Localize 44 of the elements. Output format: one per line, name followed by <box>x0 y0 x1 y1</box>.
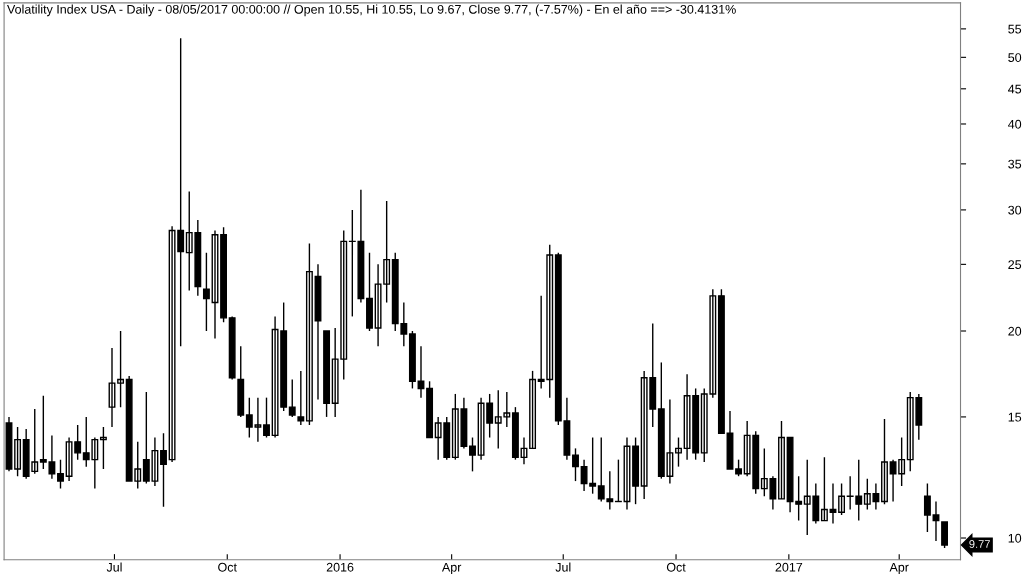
chart-title: Volatility Index USA - Daily - 08/05/2017 00:00:00 // Open 10.55, Hi 10.55, Lo 9.67, Close 9.77, (-7.57%) - En el año ==> -30.4131% <box>7 4 736 17</box>
x-tick-label: Apr <box>441 562 462 575</box>
y-tick-label: 30 <box>1008 205 1022 215</box>
y-tick-label: 20 <box>1008 326 1022 336</box>
candlestick <box>160 432 167 508</box>
candlestick <box>263 396 270 439</box>
candlestick <box>838 482 846 516</box>
candlestick <box>211 229 219 340</box>
candlestick <box>297 370 305 426</box>
y-tick-label: 40 <box>1008 119 1022 129</box>
y-tick-label: 10 <box>1008 533 1022 543</box>
candlestick <box>529 370 537 450</box>
y-tick-label: 50 <box>1008 53 1022 62</box>
x-tick-label: Oct <box>666 562 686 572</box>
x-tick-label: 2016 <box>326 562 354 572</box>
candlestick <box>117 330 125 408</box>
candlestick <box>520 436 528 465</box>
candlestick <box>675 436 682 468</box>
candlestick <box>108 347 116 428</box>
candlestick <box>778 420 785 500</box>
candlestick <box>469 436 476 473</box>
candlestick <box>572 447 579 482</box>
candlestick <box>57 458 64 490</box>
x-tick-label: Oct <box>218 562 237 572</box>
y-tick-label: 25 <box>1008 260 1022 270</box>
candlestick <box>288 378 296 418</box>
candlestick <box>923 482 931 533</box>
candlestick <box>14 426 22 477</box>
candlestick <box>820 456 828 522</box>
candlestick <box>932 500 940 542</box>
y-tick-label: 45 <box>1008 84 1022 94</box>
candlestick <box>305 242 313 426</box>
x-tick-label: 2017 <box>775 562 803 572</box>
y-tick-label: 35 <box>1008 159 1022 169</box>
candlestick <box>881 418 888 505</box>
y-tick-label: 15 <box>1008 412 1022 422</box>
x-tick-label: Jul <box>106 562 122 572</box>
x-tick-label: Apr <box>889 562 909 575</box>
x-tick-label: Jul <box>555 562 571 572</box>
candlestick <box>623 436 631 511</box>
y-tick-label: 55 <box>1008 24 1022 34</box>
text: 9.77 <box>969 540 990 548</box>
candlestick <box>202 251 210 332</box>
candlestick <box>941 521 949 549</box>
